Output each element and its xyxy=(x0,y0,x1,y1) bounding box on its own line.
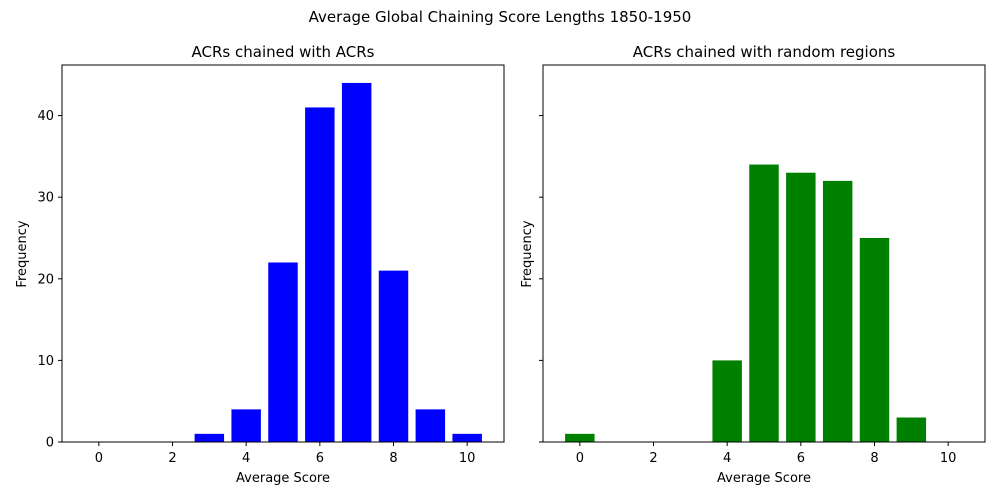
x-tick-label: 6 xyxy=(797,451,805,466)
bar xyxy=(712,360,742,442)
x-tick-label: 2 xyxy=(649,451,657,466)
subplot-left-title: ACRs chained with ACRs xyxy=(192,43,375,61)
bar xyxy=(786,172,816,442)
bar xyxy=(859,238,890,442)
figure-title: Average Global Chaining Score Lengths 18… xyxy=(309,8,692,26)
subplot-left: ACRs chained with ACRs Average Score Fre… xyxy=(15,43,505,486)
subplot-right-ylabel: Frequency xyxy=(520,220,535,287)
axes-frame xyxy=(542,64,986,443)
x-tick-label: 0 xyxy=(95,451,103,466)
subplot-right-plot-area: 0 2 4 6 8 10 xyxy=(539,64,986,466)
y-tick-label: 40 xyxy=(37,109,54,124)
axes-frame xyxy=(61,64,505,443)
bar xyxy=(378,270,409,442)
subplot-right: ACRs chained with random regions Average… xyxy=(520,43,986,486)
bar xyxy=(452,433,482,442)
x-tick-label: 4 xyxy=(242,451,250,466)
bar xyxy=(194,433,225,442)
x-tick-label: 4 xyxy=(723,451,731,466)
bar xyxy=(415,409,446,442)
y-tick-label: 20 xyxy=(37,272,54,287)
bar xyxy=(749,164,779,443)
bar xyxy=(341,82,372,442)
subplot-right-title: ACRs chained with random regions xyxy=(633,43,896,61)
x-tick-label: 2 xyxy=(168,451,176,466)
x-tick-label: 10 xyxy=(459,451,476,466)
subplot-right-xlabel: Average Score xyxy=(717,471,811,486)
subplot-left-plot-area: 0 2 4 6 8 10 0 10 20 30 40 xyxy=(37,64,505,466)
bar xyxy=(268,262,298,442)
subplot-left-ylabel: Frequency xyxy=(15,220,30,287)
bar xyxy=(565,433,595,442)
x-tick-label: 0 xyxy=(576,451,584,466)
bar xyxy=(231,409,261,442)
bar xyxy=(822,180,853,442)
subplot-left-xlabel: Average Score xyxy=(236,471,330,486)
bar xyxy=(896,417,927,442)
y-tick-label: 10 xyxy=(37,354,54,369)
y-tick-label: 0 xyxy=(46,436,54,451)
x-tick-label: 6 xyxy=(316,451,324,466)
x-tick-label: 8 xyxy=(389,451,397,466)
x-tick-label: 10 xyxy=(940,451,957,466)
x-tick-label: 8 xyxy=(870,451,878,466)
y-tick-label: 30 xyxy=(37,191,54,206)
bar xyxy=(305,107,335,443)
